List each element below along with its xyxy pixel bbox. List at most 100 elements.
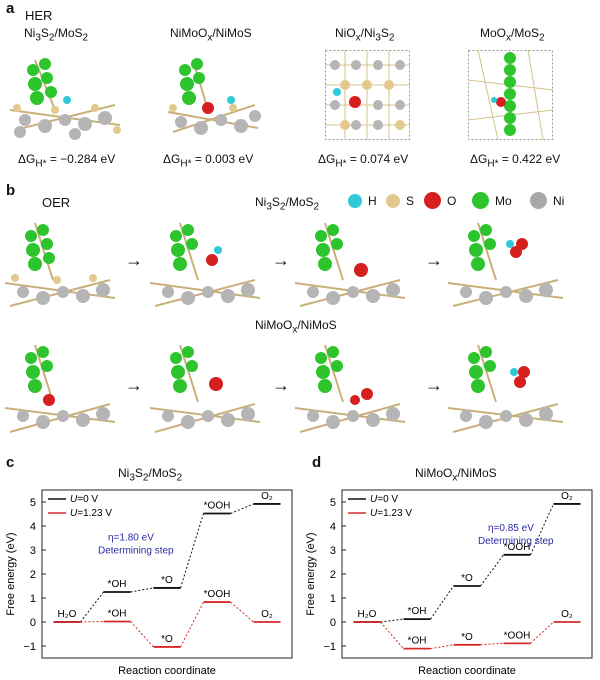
y-tick-label: 2 (30, 569, 36, 581)
her-struct-label-2: NiMoOx/NiMoS (170, 26, 252, 44)
oer-title: OER (42, 195, 71, 210)
legend-h: H (348, 194, 377, 208)
x-axis-label: Reaction coordinate (418, 665, 516, 677)
y-tick-label: 3 (330, 545, 336, 557)
annotation-step: Determining step (478, 536, 554, 547)
her-struct-label-1: Ni3S2/MoS2 (24, 26, 89, 44)
ni-atom-icon (530, 192, 547, 209)
state-label-red: *OH (108, 609, 127, 620)
oer-row1-title: Ni3S2/MoS2 (255, 195, 320, 213)
state-label-red: O₂ (261, 609, 273, 620)
her-structure-3-image (325, 50, 410, 140)
state-label-red: O₂ (561, 609, 573, 620)
chart-d: −1 0 1 2 3 4 5 Free energy (eV) Reaction coordin… (305, 489, 593, 677)
chart-d-title: NiMoOx/NiMoS (415, 466, 497, 484)
annotation-eta: η=1.80 eV (108, 532, 154, 543)
panel-c-letter: c (6, 454, 15, 471)
state-label-black: O₂ (261, 491, 273, 502)
oer-row2-structure-2 (150, 344, 260, 433)
oer-row1-structure-1 (5, 222, 115, 307)
her-dg-1: ΔGH* = −0.284 eV (18, 152, 116, 170)
y-tick-label: 0 (330, 617, 336, 629)
oer-row1-structure-4 (448, 222, 563, 307)
her-title: HER (25, 8, 53, 23)
series-connector (230, 503, 254, 514)
legend-label: U=0 V (70, 494, 98, 505)
state-label-red: *O (461, 632, 473, 643)
oer-row2-arrow-3: → (425, 375, 443, 395)
series-connector (380, 618, 404, 623)
legend-label: U=0 V (370, 494, 398, 505)
oer-row2-structure-1 (5, 344, 115, 433)
h-atom-icon (348, 194, 362, 208)
state-label-black: H₂O (58, 609, 77, 620)
y-tick-label: −1 (23, 641, 36, 653)
y-tick-label: 5 (30, 497, 36, 509)
oer-row2-structure-4 (448, 344, 563, 433)
annotation-step: Determining step (98, 545, 174, 556)
series-connector (180, 513, 204, 589)
y-tick-label: 2 (330, 569, 336, 581)
oer-row1-arrow-2: → (272, 250, 290, 270)
series-connector (430, 644, 454, 650)
x-axis-label: Reaction coordinate (118, 665, 216, 677)
annotation-eta: η=0.85 eV (488, 523, 534, 534)
her-struct-label-3: NiOx/Ni3S2 (335, 26, 395, 44)
state-label-black: O₂ (561, 491, 573, 502)
panel-d-letter: d (312, 454, 322, 471)
her-struct-label-4: MoOx/MoS2 (480, 26, 545, 44)
series-connector (180, 601, 204, 648)
mo-atom-icon (472, 192, 489, 209)
legend-label: U=1.23 V (370, 508, 412, 519)
state-label-black: *O (161, 575, 173, 586)
oer-row1-structure-3 (295, 222, 405, 307)
y-tick-label: 4 (30, 521, 36, 533)
her-dg-3: ΔGH* = 0.074 eV (318, 152, 409, 170)
state-label-red: *O (161, 634, 173, 645)
chart-c: −1 0 1 2 3 4 5 Free energy (eV) Reaction coordin… (5, 489, 293, 677)
chart-c-title: Ni3S2/MoS2 (118, 466, 183, 484)
series-connector (130, 621, 154, 648)
state-label-black: *O (461, 573, 473, 584)
legend-ni: Ni (530, 192, 564, 209)
y-axis-label: Free energy (eV) (5, 532, 17, 615)
series-connector (480, 642, 504, 646)
oer-row2-arrow-1: → (125, 375, 143, 395)
series-connector (530, 621, 554, 644)
her-dg-2: ΔGH* = 0.003 eV (163, 152, 254, 170)
legend-s: S (386, 194, 414, 208)
series-connector (480, 554, 504, 587)
state-label-red: *OOH (204, 589, 231, 600)
her-structure-4-image (468, 50, 553, 140)
y-tick-label: 5 (330, 497, 336, 509)
panel-a-letter: a (6, 0, 15, 17)
her-structure-2-image (167, 58, 261, 135)
oer-row2-structure-3 (295, 344, 405, 433)
y-tick-label: 1 (30, 593, 36, 605)
oer-row2-title: NiMoOx/NiMoS (255, 318, 337, 336)
y-tick-label: −1 (323, 641, 336, 653)
series-connector (80, 591, 104, 623)
series-connector (430, 585, 454, 620)
o-atom-icon (424, 192, 441, 209)
state-label-black: *OH (408, 606, 427, 617)
state-label-black: *OOH (204, 501, 231, 512)
oer-row1-arrow-3: → (425, 250, 443, 270)
her-structure-1-image (9, 58, 121, 140)
her-dg-4: ΔGH* = 0.422 eV (470, 152, 561, 170)
oer-row1-arrow-1: → (125, 250, 143, 270)
legend-mo: Mo (472, 192, 512, 209)
state-label-black: *OOH (504, 542, 531, 553)
oer-row1-structure-2 (150, 222, 260, 307)
state-label-red: *OOH (504, 630, 531, 641)
oer-row2-arrow-2: → (272, 375, 290, 395)
series-connector (130, 587, 154, 593)
panel-b-letter: b (6, 182, 16, 199)
legend-label: U=1.23 V (70, 508, 112, 519)
state-label-black: *OH (108, 579, 127, 590)
series-connector (530, 503, 554, 556)
series-connector (230, 601, 254, 623)
s-atom-icon (386, 194, 400, 208)
legend-o: O (424, 192, 456, 209)
state-label-black: H₂O (358, 609, 377, 620)
